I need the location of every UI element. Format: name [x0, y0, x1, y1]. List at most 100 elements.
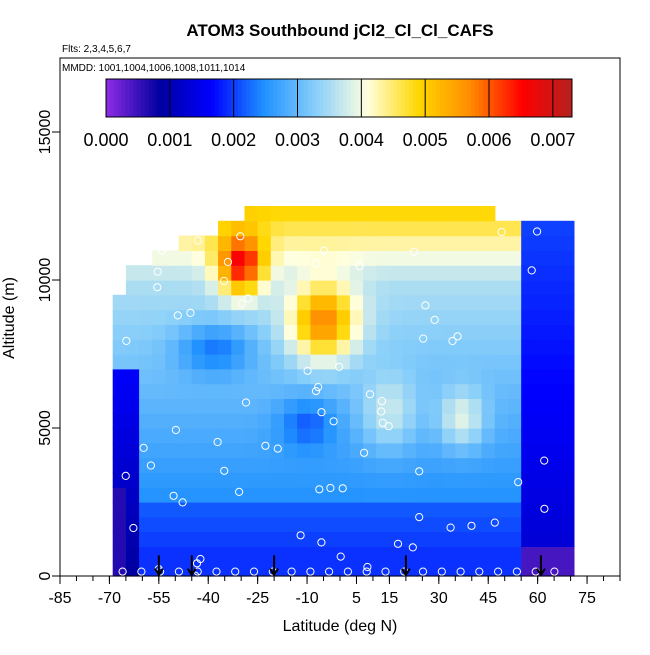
colorbar-segment: [346, 79, 352, 117]
observation-point: [235, 487, 244, 496]
heatmap-cell: [521, 250, 535, 266]
colorbar-segment: [377, 79, 383, 117]
heatmap-cell: [376, 531, 390, 547]
heatmap-cell: [349, 428, 364, 444]
heatmap-cell: [389, 546, 404, 562]
heatmap-cell: [376, 368, 390, 385]
heatmap-cell: [428, 294, 443, 311]
heatmap-cell: [178, 324, 193, 340]
heatmap-cell: [455, 428, 470, 444]
heatmap-cell: [336, 354, 351, 370]
colorbar-segment: [206, 79, 212, 117]
heatmap-cell: [204, 309, 219, 325]
heatmap-cell: [481, 531, 496, 547]
heatmap-cell: [442, 220, 456, 237]
heatmap-cell: [508, 428, 522, 444]
colorbar-segment: [544, 79, 550, 117]
heatmap-cell: [428, 502, 443, 518]
heatmap-cell: [428, 280, 443, 296]
heatmap-cell: [428, 220, 443, 237]
heatmap-cell: [468, 309, 483, 325]
heatmap-cell: [284, 487, 298, 503]
heatmap-cell: [112, 413, 127, 429]
heatmap-cell: [297, 502, 311, 518]
heatmap-cell: [415, 383, 430, 399]
heatmap-cell: [310, 339, 325, 355]
heatmap-cell: [442, 442, 456, 459]
colorbar-segment: [405, 79, 410, 117]
heatmap-cell: [125, 398, 140, 414]
heatmap-cell: [310, 502, 325, 518]
heatmap-cell: [297, 442, 311, 459]
heatmap-cell: [165, 457, 180, 473]
heatmap-cell: [204, 531, 219, 547]
heatmap-cell: [204, 368, 219, 385]
heatmap-cell: [534, 354, 549, 370]
heatmap-cell: [139, 516, 153, 533]
heatmap-cell: [428, 561, 443, 577]
observation-point: [514, 478, 523, 487]
heatmap-cell: [521, 235, 535, 251]
heatmap-cell: [139, 472, 153, 488]
heatmap-cell: [191, 531, 206, 547]
heatmap-cell: [178, 531, 193, 547]
heatmap-cell: [191, 398, 206, 414]
heatmap-cell: [534, 546, 549, 562]
heatmap-cell: [310, 220, 325, 237]
observation-point: [193, 236, 202, 245]
observation-point: [360, 448, 369, 457]
heatmap-cell: [534, 516, 549, 533]
colorbar-segment: [280, 79, 286, 117]
heatmap-cell: [508, 324, 522, 340]
heatmap-cell: [468, 546, 483, 562]
heatmap-cell: [547, 516, 562, 533]
heatmap-cell: [363, 294, 377, 311]
heatmap-cell: [112, 339, 127, 355]
observation-point: [494, 567, 503, 576]
heatmap-cell: [481, 561, 496, 577]
heatmap-cell: [310, 206, 325, 222]
colorbar-tick-label: 0.004: [339, 130, 384, 150]
heatmap-cell: [297, 516, 311, 533]
heatmap-cell: [178, 428, 193, 444]
profile-marker-arrowhead: [401, 568, 411, 577]
heatmap-cell: [428, 339, 443, 355]
heatmap-cell: [415, 265, 430, 281]
heatmap-cell: [152, 339, 166, 355]
heatmap-cell: [244, 235, 259, 251]
heatmap-cell: [152, 413, 166, 429]
colorbar-segment: [327, 79, 332, 117]
heatmap-cell: [442, 339, 456, 355]
heatmap-cell: [178, 265, 193, 281]
heatmap-cell: [257, 516, 272, 533]
heatmap-cell: [218, 487, 232, 503]
heatmap-cell: [244, 428, 259, 444]
x-tick-label: 15: [381, 590, 399, 607]
observation-point: [314, 383, 323, 392]
heatmap-cell: [336, 442, 351, 459]
heatmap-cell: [191, 354, 206, 370]
observation-point: [153, 283, 162, 292]
heatmap-cell: [428, 265, 443, 281]
heatmap-cell: [257, 250, 272, 266]
heatmap-cell: [139, 324, 153, 340]
heatmap-cell: [508, 457, 522, 473]
heatmap-cell: [336, 250, 351, 266]
heatmap-cell: [481, 280, 496, 296]
colorbar-tick-label: 0.000: [83, 130, 128, 150]
heatmap-cell: [244, 280, 259, 296]
flights-subtitle: Flts: 2,3,4,5,6,7: [62, 44, 131, 55]
heatmap-cell: [521, 339, 535, 355]
heatmap-cell: [442, 502, 456, 518]
observation-point: [158, 246, 167, 255]
heatmap-cell: [125, 472, 140, 488]
heatmap-cell: [284, 235, 298, 251]
heatmap-cell: [284, 428, 298, 444]
heatmap-cell: [284, 502, 298, 518]
heatmap-cell: [218, 546, 232, 562]
heatmap-cell: [442, 294, 456, 311]
heatmap-cell: [270, 487, 285, 503]
heatmap-cell: [547, 398, 562, 414]
heatmap-cell: [139, 561, 153, 577]
heatmap-cell: [152, 354, 166, 370]
